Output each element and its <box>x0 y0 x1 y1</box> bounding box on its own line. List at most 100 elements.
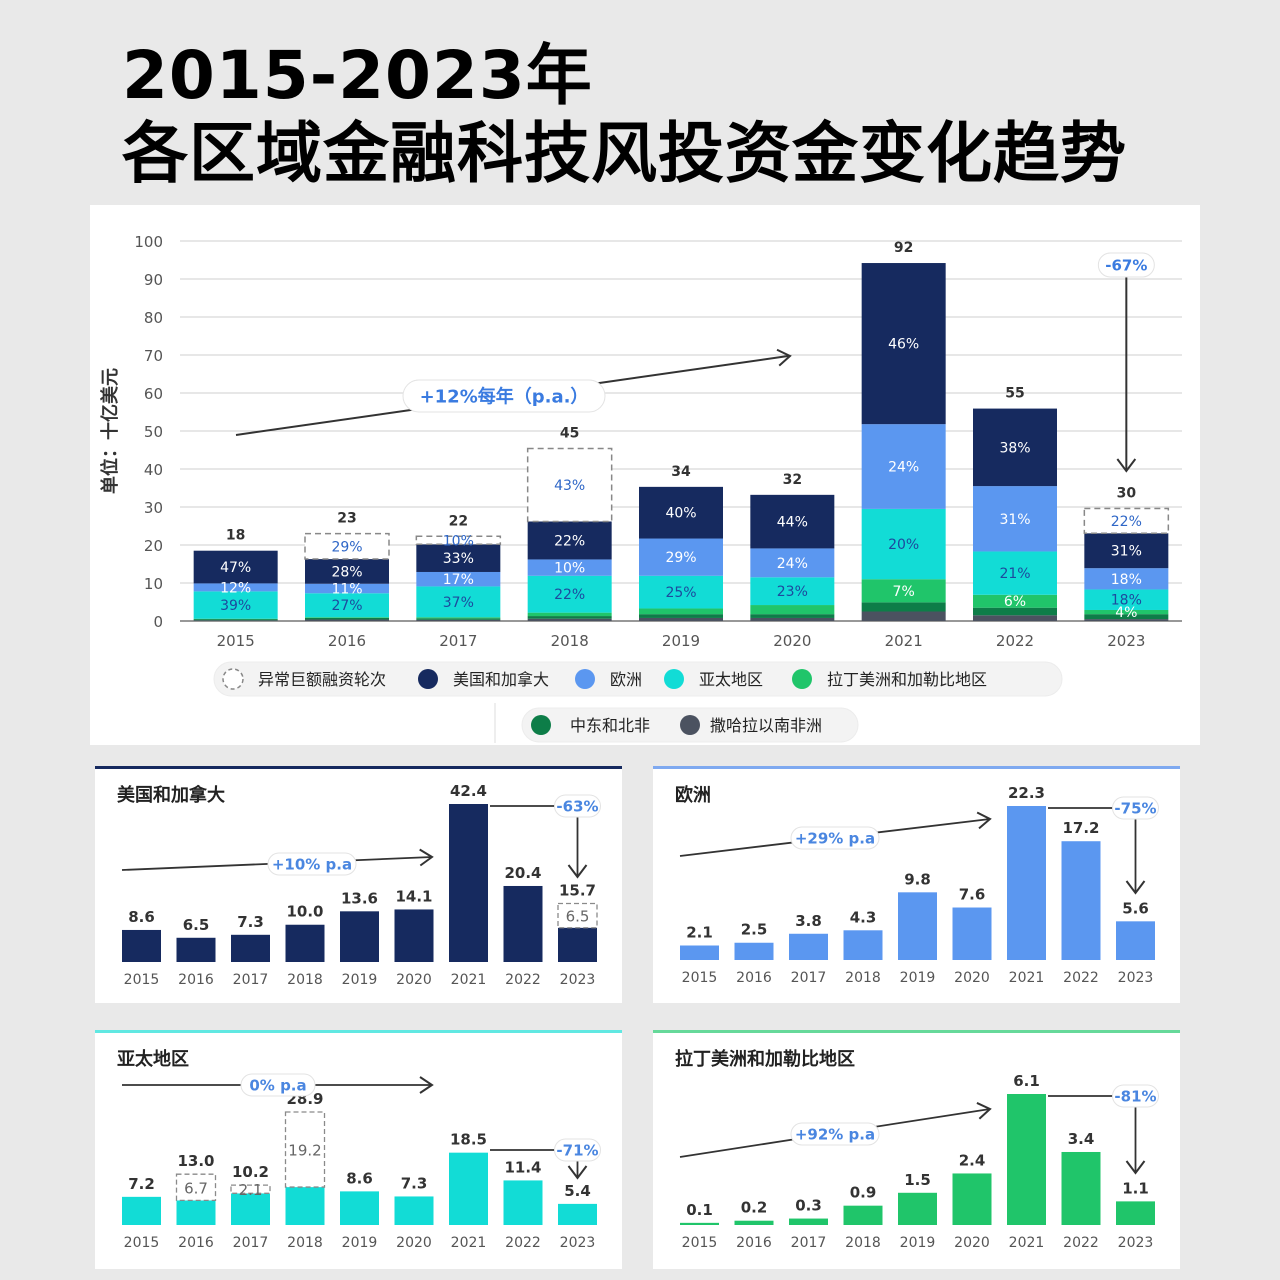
trend-label-bg <box>790 826 880 850</box>
trend-arrow-head <box>419 848 434 867</box>
bar <box>789 1218 828 1225</box>
bar-segment-apac <box>416 586 501 618</box>
x-tick-label: 2023 <box>1118 1235 1154 1251</box>
bar-segment-latam <box>193 618 278 620</box>
x-tick-label: 2022 <box>996 632 1034 650</box>
bar-total-label: 18 <box>226 528 245 544</box>
bar <box>680 945 719 960</box>
apac-bar-chart: 亚太地区7.220156.713.020162.110.2201719.228.… <box>117 1048 601 1251</box>
bar-segment-na <box>416 544 501 572</box>
bar-segment-eu <box>416 571 501 587</box>
bar-value-label: 0.2 <box>741 1199 768 1217</box>
bar <box>1061 1151 1101 1225</box>
latam-bar-chart: 拉丁美洲和加勒比地区 0.1 2015 0.2 2016 0.3 2017 0.9 2018 1.… <box>675 1048 1159 1251</box>
x-tick-label: 2015 <box>682 1235 718 1251</box>
bar-segment-apac <box>1084 589 1169 610</box>
segment-percent-label: 22% <box>554 533 585 549</box>
bar <box>1116 921 1155 960</box>
bar-segment-apac <box>973 551 1057 595</box>
change-label: -71% <box>556 1141 598 1159</box>
trend-arrow-head <box>419 1076 434 1094</box>
bar-segment-mena <box>639 614 723 618</box>
x-tick-label: 2018 <box>845 1235 881 1251</box>
panel-title: 亚太地区 <box>117 1048 189 1070</box>
segment-percent-label: 24% <box>777 556 808 572</box>
anomaly-value-label: 19.2 <box>288 1142 321 1160</box>
bar-total-label: 45 <box>560 425 579 441</box>
bar-segment-latam <box>750 605 835 615</box>
x-tick-label: 2023 <box>1118 970 1154 986</box>
change-arrow-head <box>1116 458 1137 473</box>
segment-percent-label: 21% <box>999 566 1030 582</box>
bar <box>1007 806 1046 960</box>
bar-segment-eu <box>193 583 278 592</box>
change-arrow-head <box>1125 880 1146 895</box>
y-tick-label: 60 <box>144 385 163 403</box>
x-tick-label: 2016 <box>736 1235 772 1251</box>
panel-title: 欧洲 <box>675 784 711 806</box>
bar <box>558 927 597 962</box>
anomaly-bar <box>175 1173 217 1202</box>
trend-arrow-head <box>776 348 792 367</box>
change-label-bg <box>554 794 601 818</box>
trend-label: +92% p.a <box>795 1125 875 1143</box>
legend-label-mena: 中东和北非 <box>570 716 650 735</box>
bar-value-label: 13.6 <box>341 889 378 907</box>
bar-segment-na <box>639 486 723 539</box>
x-tick-label: 2015 <box>124 1235 160 1251</box>
bar <box>843 1205 883 1225</box>
bar-value-label: 3.4 <box>1068 1130 1095 1148</box>
x-tick-label: 2023 <box>1107 632 1145 650</box>
y-tick-label: 80 <box>144 309 163 327</box>
bar-segment-anomaly <box>526 447 613 523</box>
bar-segment-mena <box>527 616 612 619</box>
trend-label: 0% p.a <box>249 1076 306 1094</box>
bar-value-label: 1.5 <box>904 1171 931 1189</box>
bar-value-label: 7.6 <box>959 886 986 904</box>
trend-arrow-head <box>976 1102 992 1120</box>
legend-swatch-latam <box>792 669 812 689</box>
segment-percent-label: 29% <box>665 550 696 566</box>
bar <box>231 1193 270 1225</box>
x-tick-label: 2022 <box>1063 1235 1099 1251</box>
anomaly-value-label: 6.7 <box>184 1179 208 1197</box>
bar-total-label: 30 <box>1117 486 1137 502</box>
bar-total-label: 92 <box>894 240 913 256</box>
segment-percent-label: 29% <box>331 539 362 555</box>
change-label-bg <box>554 1138 601 1162</box>
trend-label: +12%每年（p.a.） <box>420 385 589 407</box>
segment-percent-label: 12% <box>220 580 251 596</box>
bar <box>285 924 325 962</box>
x-tick-label: 2023 <box>560 972 596 988</box>
bar-segment-mena <box>861 602 946 612</box>
bar-value-label: 15.7 <box>559 881 596 899</box>
x-tick-label: 2015 <box>682 970 718 986</box>
bar-segment-latam <box>1084 609 1169 615</box>
bar <box>394 1196 434 1225</box>
segment-percent-label: 6% <box>1004 594 1026 610</box>
trend-label: +10% p.a <box>272 855 352 873</box>
bar-segment-mena <box>416 618 501 620</box>
main-chart-panel: 0 10 20 30 40 50 60 70 80 90 100 单位：十亿美元 18 2015 39% 12… <box>90 205 1200 745</box>
bar-segment-mena <box>750 614 835 618</box>
x-tick-label: 2022 <box>505 1235 541 1251</box>
bar-total-label: 32 <box>783 472 802 488</box>
bar-value-label: 8.6 <box>128 908 155 926</box>
change-arrow-head <box>567 1165 588 1180</box>
change-label: -67% <box>1105 256 1147 274</box>
bar-total-label: 55 <box>1005 386 1024 402</box>
bar-value-label: 5.6 <box>1122 899 1149 917</box>
bar-value-label: 0.3 <box>795 1197 822 1215</box>
segment-percent-label: 27% <box>331 598 362 614</box>
bar-value-label: 6.1 <box>1013 1072 1040 1090</box>
legend-label-na: 美国和加拿大 <box>453 670 549 689</box>
segment-percent-label: 44% <box>777 515 808 531</box>
bar-segment-latam <box>416 617 501 619</box>
x-tick-label: 2017 <box>791 970 827 986</box>
x-tick-label: 2018 <box>845 970 881 986</box>
page-title-line2: 各区域金融科技风投资金变化趋势 <box>122 115 1127 192</box>
x-tick-label: 2020 <box>396 1235 432 1251</box>
y-tick-label: 30 <box>144 499 163 517</box>
bar-segment-mena <box>1084 614 1169 620</box>
page-title-line1: 2015-2023年 <box>122 37 593 114</box>
